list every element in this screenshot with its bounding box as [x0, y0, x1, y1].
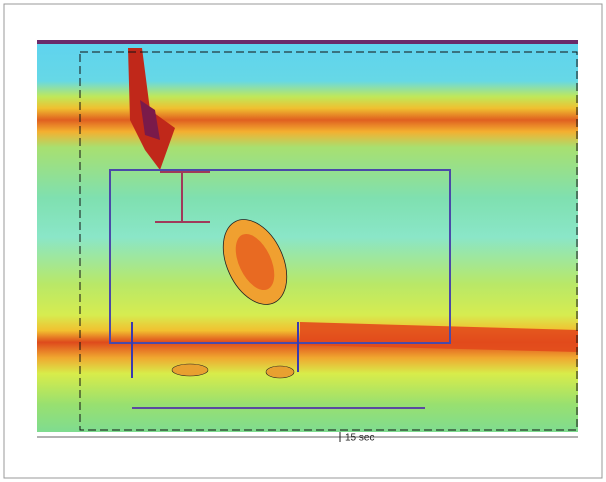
plot-frame — [79, 51, 578, 431]
blob — [171, 363, 209, 377]
blob — [265, 365, 295, 379]
selection-box — [109, 169, 451, 344]
pressure-map — [37, 42, 578, 432]
scale-label: 15 sec — [345, 433, 374, 444]
top-bar — [37, 40, 578, 44]
crural-streak — [128, 48, 175, 170]
pressure-wave — [300, 322, 578, 352]
crural-peak — [140, 100, 160, 140]
pressure-blob-core — [235, 233, 275, 291]
